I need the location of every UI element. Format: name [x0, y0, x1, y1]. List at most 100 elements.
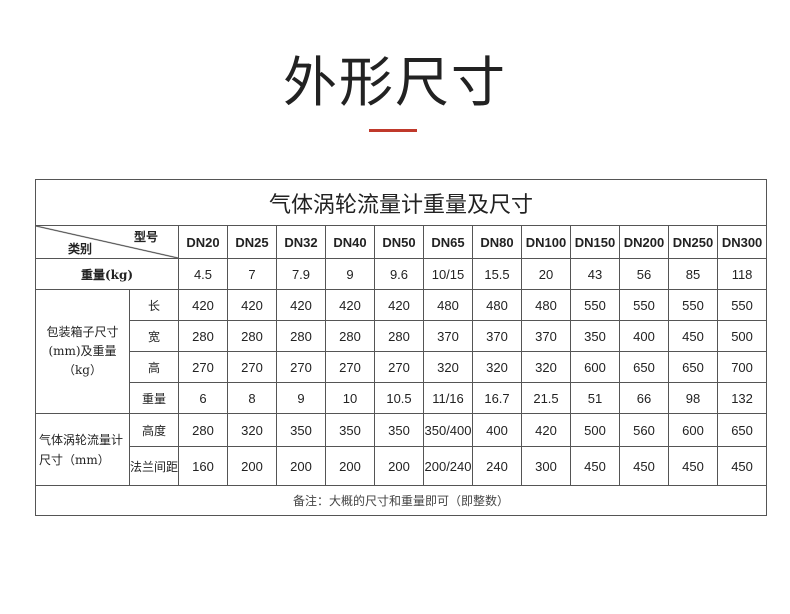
table-cell: 56	[619, 258, 669, 290]
table-cell: 16.7	[472, 382, 522, 414]
corner-header: 型号 类别	[35, 225, 179, 259]
table-cell: 350	[276, 413, 326, 447]
table-cell: 320	[472, 351, 522, 383]
column-header: DN32	[276, 225, 326, 259]
table-cell: 200	[227, 446, 277, 486]
table-cell: 370	[472, 320, 522, 352]
table-cell: 420	[521, 413, 571, 447]
box-group-label: 包装箱子尺寸(mm)及重量（kg）	[35, 289, 130, 414]
table-cell: 450	[619, 446, 669, 486]
table-cell: 370	[521, 320, 571, 352]
table-cell: 200	[374, 446, 424, 486]
table-cell: 9	[276, 382, 326, 414]
column-header: DN100	[521, 225, 571, 259]
table-cell: 450	[668, 446, 718, 486]
table-cell: 280	[276, 320, 326, 352]
table-cell: 280	[178, 413, 228, 447]
table-cell: 400	[619, 320, 669, 352]
table-cell: 8	[227, 382, 277, 414]
table-cell: 51	[570, 382, 620, 414]
table-cell: 11/16	[423, 382, 473, 414]
table-cell: 480	[521, 289, 571, 321]
column-header: DN300	[716, 225, 768, 259]
table-cell: 350	[570, 320, 620, 352]
table-cell: 118	[716, 258, 768, 290]
table-cell: 420	[325, 289, 375, 321]
table-cell: 4.5	[178, 258, 228, 290]
corner-model-label: 型号	[133, 230, 158, 244]
table-cell: 200/240	[423, 446, 473, 486]
table-cell: 300	[521, 446, 571, 486]
page-heading: 外形尺寸	[283, 51, 507, 114]
table-cell: 240	[472, 446, 522, 486]
table-note: 备注：大概的尺寸和重量即可（即整数）	[34, 485, 768, 516]
table-cell: 270	[227, 351, 277, 383]
corner-category-label: 类别	[68, 242, 93, 256]
column-header: DN25	[227, 225, 277, 259]
table-cell: 10/15	[423, 258, 473, 290]
table-cell: 320	[423, 351, 473, 383]
table-cell: 480	[472, 289, 522, 321]
table-cell: 650	[668, 351, 718, 383]
column-header: DN65	[423, 225, 473, 259]
table-cell: 560	[619, 413, 669, 447]
table-cell: 450	[716, 446, 768, 486]
table-cell: 420	[276, 289, 326, 321]
column-header: DN20	[178, 225, 228, 259]
table-cell: 270	[374, 351, 424, 383]
meter-group-label: 气体涡轮流量计尺寸（mm）	[35, 413, 130, 486]
row-label: 宽	[129, 320, 179, 352]
row-label: 法兰间距	[129, 446, 179, 486]
table-cell: 9	[325, 258, 375, 290]
column-header: DN40	[325, 225, 375, 259]
table-cell: 270	[325, 351, 375, 383]
table-cell: 420	[374, 289, 424, 321]
table-cell: 21.5	[521, 382, 571, 414]
table-cell: 10	[325, 382, 375, 414]
table-title: 气体涡轮流量计重量及尺寸	[34, 179, 768, 226]
table-cell: 450	[570, 446, 620, 486]
table-cell: 280	[178, 320, 228, 352]
column-header: DN150	[570, 225, 620, 259]
table-cell: 43	[570, 258, 620, 290]
accent-divider	[369, 129, 417, 132]
table-cell: 132	[716, 382, 768, 414]
column-header: DN200	[619, 225, 669, 259]
row-label: 长	[129, 289, 179, 321]
table-cell: 200	[325, 446, 375, 486]
table-cell: 420	[227, 289, 277, 321]
table-cell: 320	[227, 413, 277, 447]
table-cell: 270	[276, 351, 326, 383]
table-cell: 9.6	[374, 258, 424, 290]
column-header: DN250	[668, 225, 718, 259]
table-cell: 600	[668, 413, 718, 447]
table-cell: 280	[374, 320, 424, 352]
table-cell: 700	[716, 351, 768, 383]
table-cell: 280	[227, 320, 277, 352]
table-cell: 550	[668, 289, 718, 321]
table-cell: 500	[716, 320, 768, 352]
table-cell: 550	[570, 289, 620, 321]
table-cell: 15.5	[472, 258, 522, 290]
table-cell: 450	[668, 320, 718, 352]
table-cell: 650	[619, 351, 669, 383]
table-cell: 370	[423, 320, 473, 352]
row-label: 高度	[129, 413, 179, 447]
table-cell: 160	[178, 446, 228, 486]
table-cell: 650	[716, 413, 768, 447]
table-cell: 500	[570, 413, 620, 447]
table-cell: 550	[619, 289, 669, 321]
table-cell: 7.9	[276, 258, 326, 290]
table-cell: 350/400	[423, 413, 473, 447]
table-cell: 66	[619, 382, 669, 414]
row-label: 高	[129, 351, 179, 383]
table-cell: 480	[423, 289, 473, 321]
dimension-table: 气体涡轮流量计重量及尺寸 型号 类别 DN20 DN25 DN32 DN40 DN50 D…	[34, 179, 768, 516]
table-cell: 85	[668, 258, 718, 290]
table-cell: 98	[668, 382, 718, 414]
table-cell: 200	[276, 446, 326, 486]
table-cell: 270	[178, 351, 228, 383]
table-cell: 10.5	[374, 382, 424, 414]
table-cell: 280	[325, 320, 375, 352]
table-cell: 550	[716, 289, 768, 321]
